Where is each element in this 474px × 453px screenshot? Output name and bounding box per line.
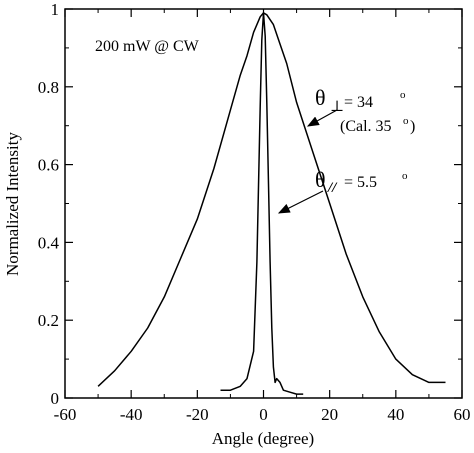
perp-symbol: ⊥	[330, 99, 344, 115]
x-axis-title: Angle (degree)	[212, 429, 314, 448]
par-symbol: //	[327, 180, 338, 196]
condition-label: 200 mW @ CW	[95, 38, 200, 55]
par-degree: o	[402, 170, 408, 182]
y-tick-label: 1	[51, 0, 60, 19]
axis-ticks	[64, 8, 463, 399]
x-tick-label: -60	[54, 405, 77, 424]
y-tick-label: 0	[51, 389, 60, 408]
x-tick-label: 20	[321, 405, 338, 424]
perp-theta: θ	[315, 85, 326, 110]
par-arrow	[277, 190, 324, 214]
perp-cal-prefix: (Cal. 35	[340, 118, 392, 135]
series-line-parallel	[220, 12, 304, 395]
y-tick-label: 0.2	[38, 311, 59, 330]
x-tick-label: 60	[454, 405, 471, 424]
y-tick-label: 0.8	[38, 78, 59, 97]
perp-degree: o	[400, 89, 406, 101]
axis-tick-labels: -60 -40 -20 0 20 40 60 0 0.2 0.4 0.6 0.8 1	[38, 0, 471, 424]
series-lines	[97, 12, 446, 395]
perp-cal-suffix: )	[410, 118, 415, 135]
y-tick-label: 0.6	[38, 156, 59, 175]
x-tick-label: 0	[259, 405, 268, 424]
perp-arrow	[306, 109, 338, 127]
y-tick-label: 0.4	[38, 233, 60, 252]
y-axis-title: Normalized Intensity	[3, 132, 22, 276]
par-theta: θ	[315, 167, 326, 192]
perp-cal-degree: o	[403, 115, 409, 127]
parallel-annotation: θ // = 5.5 o	[277, 167, 408, 214]
series-line-perpendicular	[97, 12, 446, 387]
par-value: = 5.5	[344, 174, 377, 191]
perpendicular-annotation: θ ⊥ = 34 o (Cal. 35 o )	[306, 85, 415, 135]
x-tick-label: 40	[387, 405, 404, 424]
x-tick-label: -20	[186, 405, 209, 424]
x-tick-label: -40	[120, 405, 143, 424]
plot-frame	[64, 8, 463, 399]
perp-value: = 34	[344, 94, 373, 111]
